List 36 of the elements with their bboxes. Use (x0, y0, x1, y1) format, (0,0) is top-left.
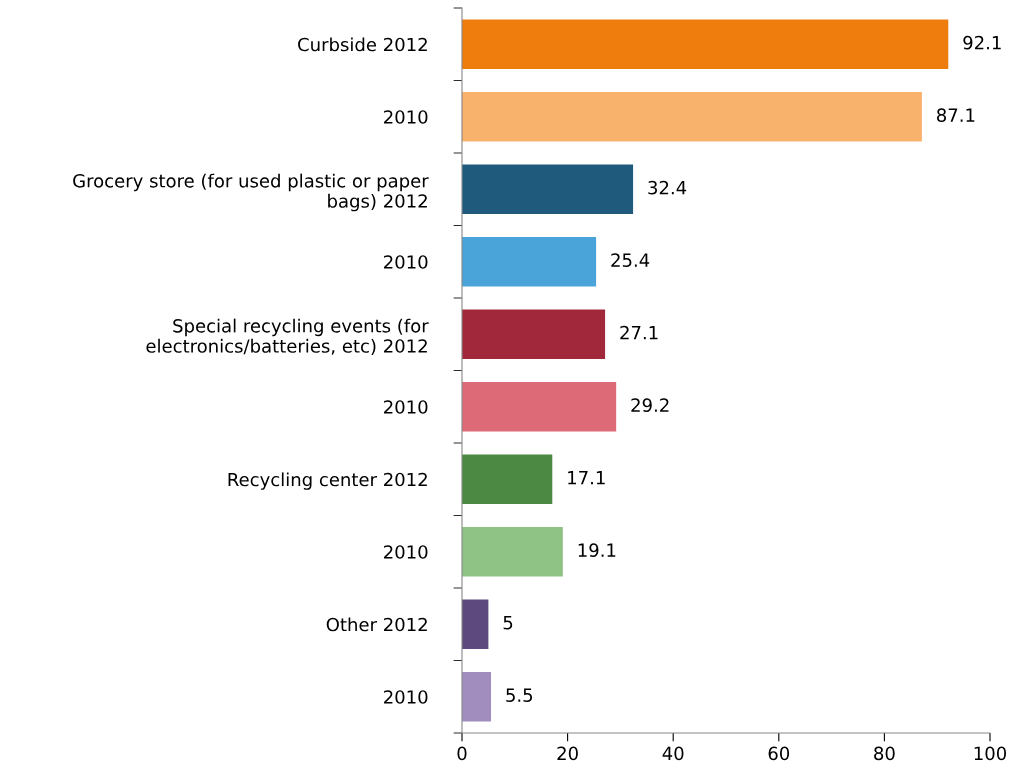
bar (462, 92, 922, 142)
y-tick-label: 2010 (384, 255, 428, 269)
bar (462, 309, 606, 359)
data-label: 5 (503, 616, 513, 630)
bar (462, 382, 617, 432)
y-tick-label: Other 2012 (326, 617, 427, 632)
data-label: 87.1 (937, 108, 975, 122)
data-label: 27.1 (620, 325, 658, 340)
bar (462, 19, 949, 69)
y-tick-label: Curbside 2012 (298, 37, 427, 52)
x-tick-label: 60 (768, 746, 790, 761)
data-label: 5.5 (506, 688, 533, 702)
x-tick-label: 40 (662, 746, 684, 761)
x-tick-label: 20 (557, 746, 578, 761)
bar (462, 237, 597, 287)
x-tick-label: 100 (974, 746, 1007, 761)
bar (462, 527, 563, 577)
x-tick-label: 0 (457, 746, 467, 761)
bar (462, 164, 634, 214)
y-tick-label: 2010 (384, 545, 428, 559)
data-label: 92.1 (963, 35, 1001, 50)
bar (462, 454, 553, 504)
data-label: 32.4 (648, 180, 687, 195)
x-tick-label: 80 (874, 746, 895, 761)
y-tick-label: Grocery store (for used plastic or paper bags) 2012 (73, 173, 429, 212)
data-label: 29.2 (631, 398, 669, 412)
y-tick-label: Recycling center 2012 (228, 472, 427, 490)
data-label: 17.1 (568, 471, 605, 485)
bar (462, 672, 492, 722)
y-tick-label: 2010 (384, 400, 428, 414)
data-label: 19.1 (578, 543, 616, 557)
data-label: 25.4 (611, 253, 650, 267)
bar (462, 599, 489, 649)
y-tick-label: Special recycling events (for electronics/batteries, etc) 2012 (146, 318, 429, 355)
y-tick-label: 2010 (384, 110, 428, 124)
y-tick-label: 2010 (384, 690, 428, 704)
